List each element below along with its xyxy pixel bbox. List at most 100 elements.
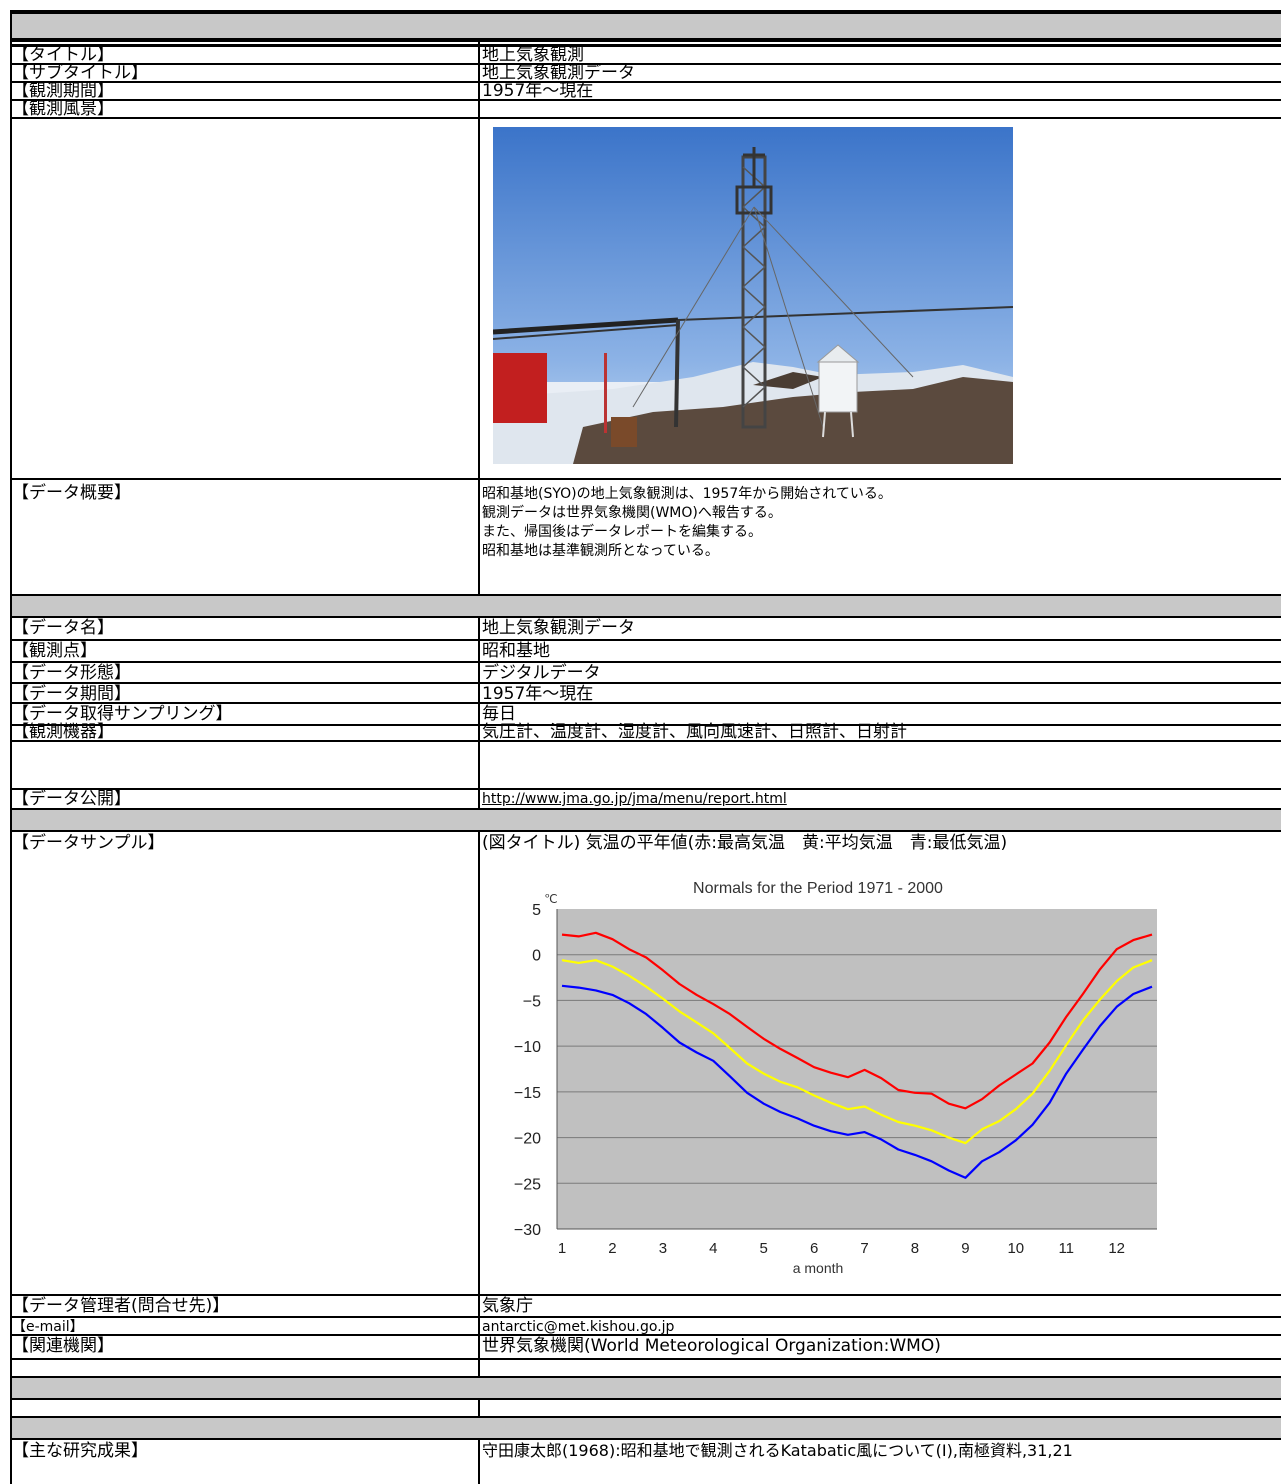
data-name-value: 地上気象観測データ xyxy=(482,618,635,638)
format-label: 【データ形態】 xyxy=(12,663,131,683)
row-border xyxy=(10,1416,1281,1418)
email-label: 【e-mail】 xyxy=(12,1319,84,1335)
section-band-contact xyxy=(12,1378,1281,1398)
x-tick-label: 10 xyxy=(1007,1240,1024,1257)
chart-y-unit: ℃ xyxy=(544,892,557,906)
data-name-label: 【データ名】 xyxy=(12,618,114,638)
subtitle-label: 【サブタイトル】 xyxy=(12,63,148,83)
row-border xyxy=(10,117,1281,119)
chart-x-label: a month xyxy=(793,1260,844,1276)
x-tick-label: 6 xyxy=(810,1240,818,1257)
period-value: 1957年～現在 xyxy=(482,81,594,101)
sample-label: 【データサンプル】 xyxy=(12,833,165,853)
section-band-header xyxy=(12,14,1281,38)
sampling-label: 【データ取得サンプリング】 xyxy=(12,704,233,724)
section-band-results xyxy=(12,1418,1281,1438)
overview-line: 昭和基地(SYO)の地上気象観測は、1957年から開始されている。 xyxy=(482,486,892,502)
instruments-value: 気圧計、温度計、湿度計、風向風速計、日照計、日射計 xyxy=(482,722,907,742)
station-label: 【観測点】 xyxy=(12,641,97,661)
data-period-value: 1957年～現在 xyxy=(482,684,594,704)
x-tick-label: 2 xyxy=(608,1240,616,1257)
row-border xyxy=(10,1358,1281,1360)
row-border xyxy=(10,1398,1281,1400)
series-line-max xyxy=(561,931,1153,1110)
x-tick-label: 4 xyxy=(709,1240,717,1257)
title-label: 【タイトル】 xyxy=(12,45,114,65)
y-tick-label: −15 xyxy=(514,1085,541,1102)
observation-photo xyxy=(493,127,1013,464)
row-border xyxy=(10,788,1281,790)
series-line-min xyxy=(561,984,1153,1179)
y-tick-label: −20 xyxy=(514,1131,541,1148)
row-border xyxy=(10,682,1281,684)
public-url-link[interactable]: http://www.jma.go.jp/jma/menu/report.htm… xyxy=(482,791,787,807)
row-border xyxy=(10,1316,1281,1318)
row-border xyxy=(10,99,1281,101)
section-band-sample xyxy=(12,810,1281,830)
row-border xyxy=(10,38,1281,42)
manager-value: 気象庁 xyxy=(482,1296,533,1316)
x-tick-label: 12 xyxy=(1108,1240,1125,1257)
y-tick-label: −10 xyxy=(514,1039,541,1056)
row-border xyxy=(10,616,1281,618)
row-border xyxy=(10,10,1281,14)
y-tick-label: −25 xyxy=(514,1176,541,1193)
results-value: 守田康太郎(1968):昭和基地で観測されるKatabatic風について(Ⅰ),… xyxy=(482,1441,1073,1460)
x-tick-label: 7 xyxy=(860,1240,868,1257)
chart-plot-area xyxy=(557,909,1157,1229)
row-border xyxy=(10,1376,1281,1378)
y-tick-label: 0 xyxy=(532,948,541,965)
row-border xyxy=(10,740,1281,742)
row-border xyxy=(10,81,1281,83)
x-tick-label: 11 xyxy=(1058,1240,1074,1257)
manager-label: 【データ管理者(問合せ先)】 xyxy=(12,1296,230,1316)
related-value: 世界気象機関(World Meteorological Organization… xyxy=(482,1336,941,1356)
scenery-label: 【観測風景】 xyxy=(12,99,114,119)
instruments-label: 【観測機器】 xyxy=(12,722,114,742)
row-border xyxy=(10,1438,1281,1440)
results-label: 【主な研究成果】 xyxy=(12,1441,148,1461)
title-value: 地上気象観測 xyxy=(482,45,584,65)
column-divider xyxy=(478,10,480,1484)
section-band-data xyxy=(12,596,1281,616)
public-label: 【データ公開】 xyxy=(12,789,131,809)
overview-line: また、帰国後はデータレポートを編集する。 xyxy=(482,524,762,540)
row-border xyxy=(10,478,1281,480)
x-tick-label: 3 xyxy=(659,1240,667,1257)
row-border xyxy=(10,63,1281,65)
row-border xyxy=(10,724,1281,726)
period-label: 【観測期間】 xyxy=(12,81,114,101)
data-period-label: 【データ期間】 xyxy=(12,684,131,704)
y-tick-label: −30 xyxy=(514,1222,541,1239)
overview-line: 観測データは世界気象機関(WMO)へ報告する。 xyxy=(482,505,782,521)
related-label: 【関連機関】 xyxy=(12,1336,114,1356)
row-border xyxy=(10,830,1281,832)
overview-label: 【データ概要】 xyxy=(12,483,131,503)
y-tick-label: 5 xyxy=(532,902,541,919)
row-border xyxy=(10,44,1281,47)
temperature-normals-chart: Normals for the Period 1971 - 2000 ℃ 5 0 −… xyxy=(514,880,1157,1276)
sampling-value: 毎日 xyxy=(482,704,516,724)
email-value: antarctic@met.kishou.go.jp xyxy=(482,1319,675,1335)
x-tick-label: 1 xyxy=(558,1240,566,1257)
row-border xyxy=(10,594,1281,596)
row-border xyxy=(10,661,1281,663)
format-value: デジタルデータ xyxy=(482,663,601,683)
y-tick-label: −5 xyxy=(523,993,541,1010)
sample-caption: (図タイトル) 気温の平年値(赤:最高気温 黄:平均気温 青:最低気温) xyxy=(482,833,1008,853)
station-value: 昭和基地 xyxy=(482,641,550,661)
row-border xyxy=(10,1334,1281,1336)
row-border xyxy=(10,702,1281,704)
row-border xyxy=(10,639,1281,641)
row-border xyxy=(10,808,1281,810)
chart-title: Normals for the Period 1971 - 2000 xyxy=(693,880,943,897)
series-line-mean xyxy=(561,959,1153,1145)
x-tick-label: 8 xyxy=(911,1240,919,1257)
subtitle-value: 地上気象観測データ xyxy=(482,63,635,83)
row-border xyxy=(10,1294,1281,1296)
x-tick-label: 9 xyxy=(961,1240,969,1257)
left-border xyxy=(10,10,12,1484)
x-tick-label: 5 xyxy=(760,1240,768,1257)
overview-line: 昭和基地は基準観測所となっている。 xyxy=(482,543,719,559)
